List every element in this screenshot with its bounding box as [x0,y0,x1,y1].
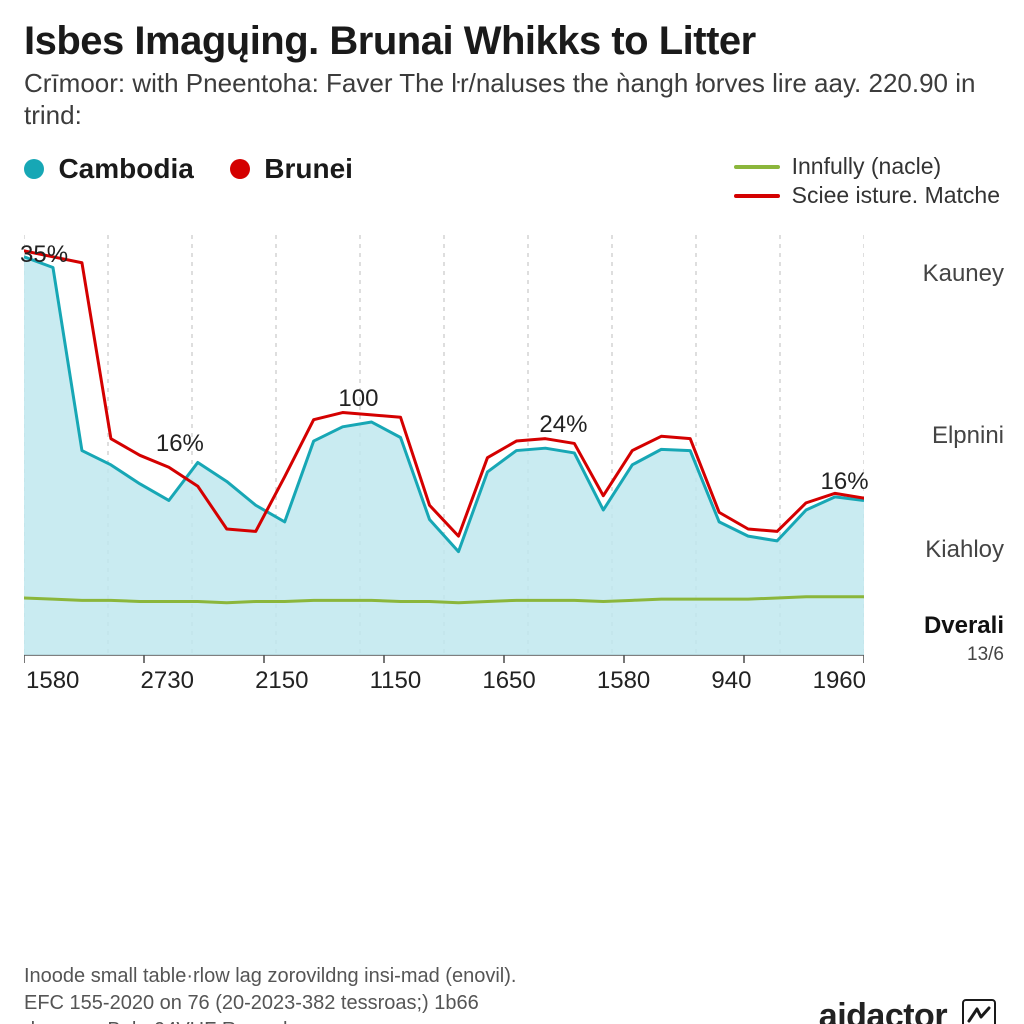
legend: Cambodia Brunei Innfully (nacle) Sciee i… [24,153,1000,209]
x-tick: 2150 [255,667,308,695]
page-title: Isbes Imagųing. Brunai Whikks to Litter [24,20,1000,62]
x-axis-labels: 1580 2730 2150 1150 1650 1580 940 1960 [24,667,868,695]
data-point-label: 100 [338,385,378,413]
data-point-label: 24% [539,411,587,439]
x-tick: 1580 [597,667,650,695]
page-subtitle: Crīmoor: with Pneentoha: Faver The ŀr/na… [24,68,1000,131]
line-icon [734,194,780,198]
brand-logo: aidactor [819,997,996,1024]
legend-item-innfully: Innfully (nacle) [734,153,1000,180]
x-tick: 1150 [370,667,422,695]
side-label-kiahloy: Kiahloy [925,537,1004,563]
data-point-label: 35% [20,241,68,269]
chart: Kauney Elpnini Kiahloy Dverali 13/6 35%1… [24,215,1000,735]
dot-icon [24,159,44,179]
line-icon [734,165,780,169]
x-tick: 1960 [813,667,866,695]
footer-line-1: Inoode small table·rlow lag zorovildng i… [24,963,1000,990]
x-tick: 2730 [141,667,194,695]
x-tick: 1580 [26,667,79,695]
data-point-label: 16% [821,468,869,496]
data-point-label: 16% [156,430,204,458]
legend-item-sciee: Sciee isture. Matche [734,182,1000,209]
x-tick: 1650 [482,667,535,695]
brand-icon [962,999,996,1024]
side-label-tiny: 13/6 [967,645,1004,666]
chart-svg [24,215,864,695]
legend-item-brunei: Brunei [230,153,353,185]
side-label-dverali: Dverali [924,613,1004,639]
x-tick: 940 [711,667,751,695]
legend-item-cambodia: Cambodia [24,153,194,185]
side-label-elpnini: Elpnini [932,423,1004,449]
side-label-kauney: Kauney [923,261,1004,287]
dot-icon [230,159,250,179]
